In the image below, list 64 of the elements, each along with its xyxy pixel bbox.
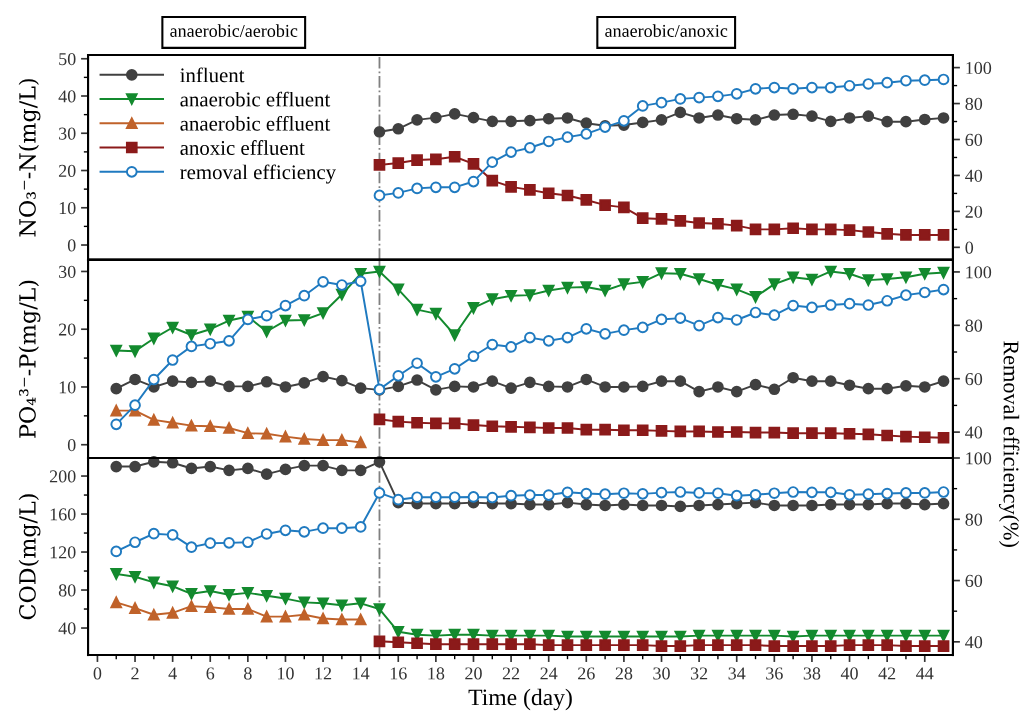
x-tick-label: 30 <box>653 667 670 680</box>
legend-label: removal efficiency <box>180 164 336 184</box>
legend-label: anaerobic effluent <box>180 115 331 131</box>
y2-tick-label: 40 <box>965 426 983 439</box>
x-tick-label: 16 <box>390 667 407 680</box>
y2-tick-label: 60 <box>965 372 983 386</box>
x-axis-title: Time (day) <box>468 688 572 711</box>
y-tick-label: 160 <box>50 508 76 521</box>
y-tick-label: 50 <box>59 53 76 66</box>
legend-label: anaerobic effluent <box>180 91 331 107</box>
y-tick-label: 200 <box>49 470 76 483</box>
y-axis-title: NO₃⁻-N(mg/L) <box>18 79 41 237</box>
x-tick-label: 32 <box>690 667 708 680</box>
y2-tick-label: 40 <box>965 636 983 649</box>
x-tick-label: 40 <box>840 667 858 680</box>
y2-tick-label: 0 <box>965 241 974 254</box>
text: anaerobic/anoxic <box>605 24 728 38</box>
y2-tick-label: 20 <box>965 205 983 218</box>
x-tick-label: 26 <box>578 667 595 680</box>
x-tick-label: 36 <box>766 667 783 680</box>
y2-tick-label: 80 <box>965 97 983 110</box>
y2-tick-label: 100 <box>966 266 992 279</box>
y2-axis-title: Removal efficiency(%) <box>998 341 1020 547</box>
x-tick-label: 4 <box>168 667 177 680</box>
y-tick-label: 40 <box>58 622 76 635</box>
y-tick-label: 10 <box>59 202 76 215</box>
x-tick-label: 44 <box>916 667 934 680</box>
x-tick-label: 28 <box>615 667 633 680</box>
x-tick-label: 12 <box>315 667 332 680</box>
x-tick-label: 8 <box>244 667 252 680</box>
x-tick-label: 18 <box>428 667 445 680</box>
legend-label: anoxic effluent <box>180 140 305 155</box>
y2-tick-label: 100 <box>966 452 992 465</box>
x-tick-label: 20 <box>465 667 482 680</box>
y-tick-label: 0 <box>67 438 76 452</box>
y2-tick-label: 80 <box>965 513 983 526</box>
y2-tick-label: 40 <box>965 169 983 182</box>
x-tick-label: 14 <box>353 667 370 680</box>
y2-tick-label: 100 <box>966 61 992 75</box>
y2-tick-label: 60 <box>965 574 983 587</box>
y-tick-label: 80 <box>58 584 76 597</box>
x-tick-label: 2 <box>131 667 139 680</box>
y-tick-label: 30 <box>59 265 76 278</box>
x-tick-label: 22 <box>502 667 520 680</box>
x-tick-label: 42 <box>878 667 896 680</box>
y-axis-title: PO₄³⁻-P(mg/L) <box>18 280 41 438</box>
x-tick-label: 0 <box>93 667 102 680</box>
x-tick-label: 10 <box>278 667 294 680</box>
x-tick-label: 24 <box>540 667 558 680</box>
y-tick-label: 120 <box>50 546 76 559</box>
y-tick-label: 10 <box>59 381 76 394</box>
y-tick-label: 0 <box>67 239 76 252</box>
y2-tick-label: 60 <box>965 133 983 146</box>
y-axis-title: COD(mg/L) <box>18 494 41 620</box>
y2-tick-label: 80 <box>965 319 983 332</box>
x-tick-label: 38 <box>803 667 821 680</box>
x-tick-label: 6 <box>206 667 215 680</box>
y-tick-label: 20 <box>58 164 76 177</box>
y-tick-label: 30 <box>59 127 76 140</box>
text: anaerobic/aerobic <box>170 24 298 38</box>
y-tick-label: 40 <box>58 90 76 103</box>
y-tick-label: 20 <box>58 323 76 336</box>
legend-label: influent <box>180 67 245 83</box>
x-tick-label: 34 <box>728 667 746 680</box>
